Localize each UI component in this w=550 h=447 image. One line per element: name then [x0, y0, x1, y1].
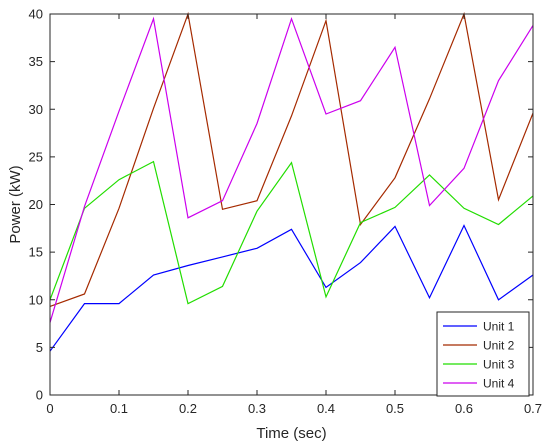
x-tick-label: 0.3: [248, 401, 266, 416]
series-line-unit-1: [49, 224, 534, 352]
y-tick-label: 5: [36, 340, 43, 355]
y-tick-label: 15: [29, 245, 43, 260]
y-tick-label: 30: [29, 102, 43, 117]
x-tick-label: 0.4: [317, 401, 335, 416]
legend-label: Unit 1: [483, 320, 515, 334]
x-tick-label: 0.6: [455, 401, 473, 416]
series-line-unit-3: [49, 160, 534, 305]
y-tick-label: 20: [29, 197, 43, 212]
legend-label: Unit 3: [483, 358, 515, 372]
y-tick-label: 35: [29, 54, 43, 69]
y-tick-label: 40: [29, 7, 43, 22]
series-line-unit-4: [49, 16, 534, 323]
series-layer: [49, 11, 534, 352]
x-axis-title: Time (sec): [256, 425, 326, 442]
series-line-unit-2: [49, 11, 534, 307]
legend: Unit 1 Unit 2 Unit 3 Unit 4: [436, 311, 530, 397]
tick-layer: 0 0.1 0.2 0.3 0.4 0.5 0.6 0.7 0 5 10 15 20 25 30 35 40: [29, 7, 543, 417]
legend-label: Unit 4: [483, 377, 515, 391]
legend-label: Unit 2: [483, 339, 515, 353]
x-tick-label: 0.7: [524, 401, 542, 416]
x-tick-label: 0.2: [179, 401, 197, 416]
y-tick-label: 10: [29, 292, 43, 307]
y-tick-label: 0: [36, 388, 43, 403]
x-tick-label: 0.1: [110, 401, 128, 416]
x-tick-label: 0: [46, 401, 53, 416]
x-tick-label: 0.5: [386, 401, 404, 416]
y-tick-label: 25: [29, 149, 43, 164]
y-axis-title: Power (kW): [7, 165, 24, 243]
